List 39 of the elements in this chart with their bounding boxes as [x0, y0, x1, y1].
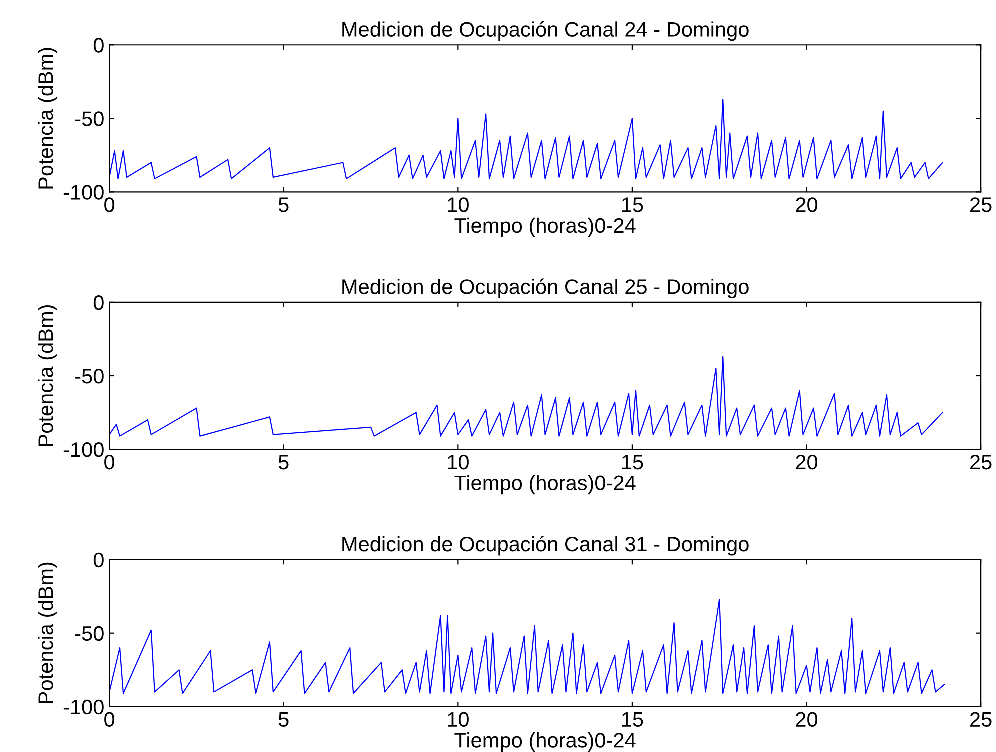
- x-axis-title: Tiempo (horas)0-24: [454, 218, 636, 238]
- y-tick-label: -100: [64, 700, 104, 715]
- y-axis-title: Potencia (dBm): [38, 562, 58, 704]
- x-tick-label: 25: [970, 712, 992, 728]
- y-tick-label: -100: [64, 442, 104, 458]
- x-tick-label: 10: [448, 454, 469, 470]
- x-tick-label: 10: [448, 198, 469, 212]
- line-series: [110, 356, 944, 437]
- chart-title: Medicion de Ocupación Canal 25 - Domingo: [342, 278, 749, 298]
- chart-title: Medicion de Ocupación Canal 24 - Domingo: [342, 21, 749, 42]
- x-tick-label: 0: [104, 712, 115, 728]
- x-tick-label: 15: [622, 712, 644, 728]
- x-tick-label: 25: [970, 454, 992, 470]
- y-tick-label: 0: [94, 295, 104, 310]
- y-axis-title: Potencia (dBm): [38, 48, 58, 189]
- x-tick-label: 5: [278, 712, 289, 728]
- x-tick-label: 0: [104, 454, 115, 470]
- x-tick-label: 10: [448, 712, 469, 728]
- y-tick-label: -50: [76, 369, 104, 384]
- x-tick-label: 20: [796, 198, 818, 212]
- y-tick-label: 0: [94, 552, 104, 568]
- y-axis-title: Potencia (dBm): [38, 306, 58, 446]
- y-tick-label: -50: [76, 626, 104, 642]
- line-series: [110, 98, 944, 180]
- y-tick-label: 0: [94, 38, 104, 53]
- x-tick-label: 5: [278, 455, 289, 470]
- x-tick-label: 15: [622, 198, 644, 212]
- y-tick-label: -50: [76, 112, 104, 126]
- line-series: [110, 598, 946, 694]
- y-tick-label: -100: [64, 185, 104, 200]
- x-axis-title: Tiempo (horas)0-24: [454, 732, 636, 752]
- x-tick-label: 20: [796, 712, 818, 728]
- x-axis-title: Tiempo (horas)0-24: [454, 475, 636, 495]
- x-tick-label: 20: [796, 454, 818, 470]
- x-tick-label: 0: [104, 198, 115, 212]
- x-tick-label: 15: [622, 455, 644, 470]
- chart-title: Medicion de Ocupación Canal 31 - Domingo: [342, 536, 749, 556]
- x-tick-label: 25: [970, 198, 992, 212]
- x-tick-label: 5: [278, 198, 289, 212]
